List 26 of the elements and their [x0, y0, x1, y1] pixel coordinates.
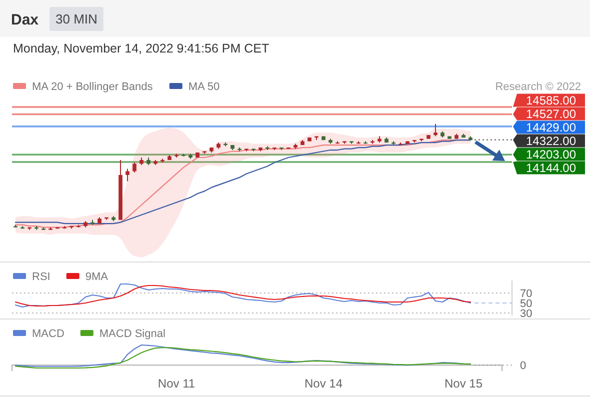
legend-label: MA 20 + Bollinger Bands: [32, 80, 154, 93]
candlestick: [126, 168, 130, 182]
legend-label: 9MA: [85, 270, 109, 283]
legend-label: MACD Signal: [99, 328, 166, 340]
ref-line-label: 14322.00: [526, 134, 576, 148]
chart-title: Dax: [11, 11, 40, 28]
y-tick-label: 70: [520, 288, 532, 300]
ref-line-label: 14144.00: [526, 160, 576, 175]
candlestick: [434, 123, 438, 137]
y-tick-label: 30: [520, 308, 532, 320]
text: 30 MIN: [56, 12, 98, 27]
candlestick: [132, 162, 136, 173]
legend-label: MA 50: [188, 80, 220, 93]
ref-line-label: 50: [520, 298, 532, 310]
ref-line-label: 14203.00: [526, 147, 576, 162]
x-tick-label: Nov 15: [444, 376, 483, 390]
legend-label: MACD: [32, 328, 64, 340]
legend-label: RSI: [32, 270, 50, 283]
ref-line-label: 14429.00: [526, 120, 576, 134]
text: Research © 2022: [495, 80, 581, 93]
x-tick-label: Nov 11: [158, 376, 196, 390]
ref-line-label: 14585.00: [526, 93, 576, 108]
ref-line-label: 14527.00: [526, 106, 576, 121]
ref-line-label: 0: [520, 360, 526, 372]
x-tick-label: Nov 14: [304, 376, 343, 390]
chart-subtitle: Monday, November 14, 2022 9:41:56 PM CET: [13, 41, 270, 56]
